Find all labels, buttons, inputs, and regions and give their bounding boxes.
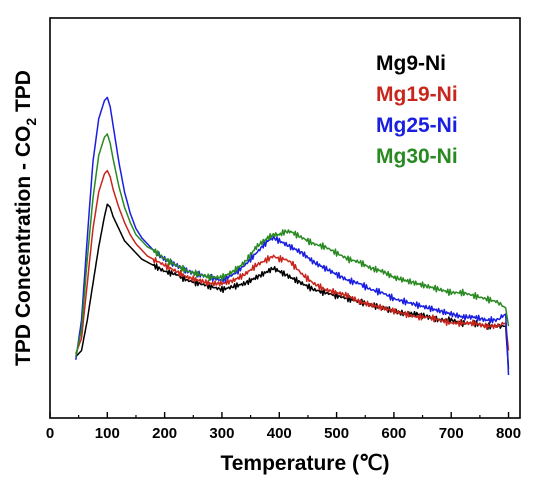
x-tick-label: 600 [381,425,406,442]
legend-entry-mg19-ni: Mg19-Ni [376,83,458,106]
plot-area [49,17,521,419]
x-tick-label: 300 [209,425,234,442]
x-axis-title: Temperature (℃) [220,452,389,475]
series-layer [75,96,510,376]
legend-entry-mg25-ni: Mg25-Ni [376,114,458,137]
x-tick-label: 0 [46,425,54,442]
y-axis-title-subscript: 2 [23,118,39,126]
plot-frame [49,17,521,419]
x-tick-label: 200 [152,425,177,442]
x-axis: 0 100 200 300 400 500 600 700 800 [46,412,521,442]
series-line-mg9-ni [75,203,510,369]
y-axis-title-suffix: TPD [12,70,35,118]
series-line-mg30-ni [75,133,510,357]
x-tick-label: 100 [95,425,120,442]
series-line-mg19-ni [75,169,510,354]
legend: Mg9-Ni Mg19-Ni Mg25-Ni Mg30-Ni [376,52,458,168]
y-axis-title-main: TPD Concentration - CO [12,126,35,366]
x-tick-label: 400 [267,425,292,442]
x-tick-label: 700 [439,425,464,442]
x-tick-label: 500 [324,425,349,442]
series-line-mg25-ni [75,96,510,376]
legend-entry-mg9-ni: Mg9-Ni [376,52,446,75]
y-axis-title: TPD Concentration - CO2 TPD [12,70,39,366]
legend-entry-mg30-ni: Mg30-Ni [376,145,458,168]
x-tick-label: 800 [496,425,521,442]
